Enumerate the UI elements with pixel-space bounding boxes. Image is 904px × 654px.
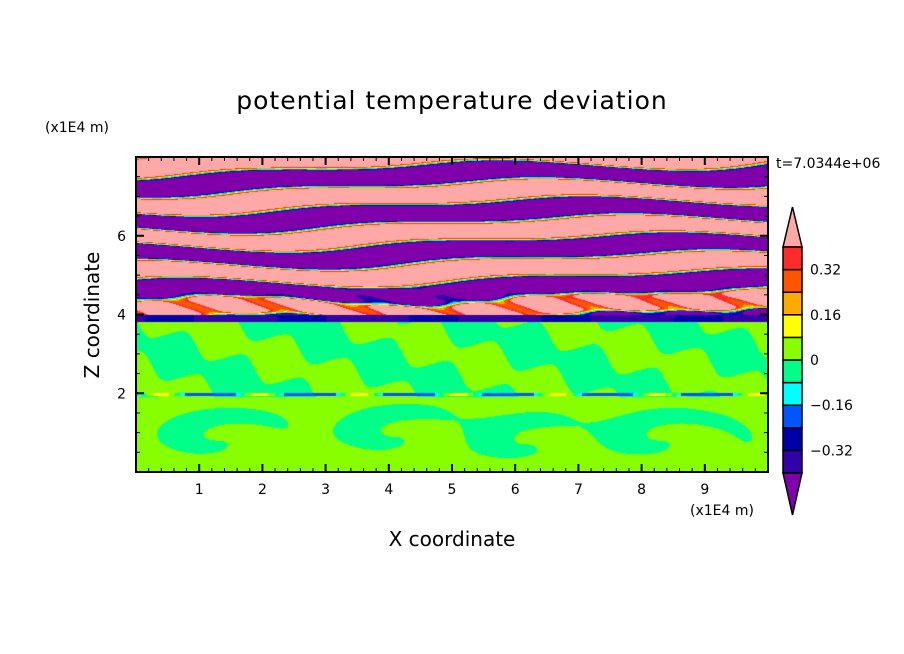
y-unit-label: (x1E4 m) — [45, 120, 109, 136]
time-label: t=7.0344e+06 — [776, 156, 881, 172]
y-tick-label: 6 — [117, 229, 126, 245]
colorbar-box — [782, 336, 803, 361]
x-tick-label: 5 — [448, 482, 457, 498]
x-tick-label: 7 — [574, 482, 583, 498]
colorbar-box — [782, 314, 803, 339]
contour-field — [136, 157, 768, 472]
colorbar-tick-label: −0.16 — [810, 398, 853, 414]
x-tick-label: 2 — [258, 482, 267, 498]
y-tick-label: 4 — [117, 308, 126, 324]
x-tick-label: 4 — [384, 482, 393, 498]
x-tick-label: 1 — [195, 482, 204, 498]
colorbar-box — [782, 427, 803, 452]
x-unit-label: (x1E4 m) — [690, 503, 754, 519]
chart-title: potential temperature deviation — [236, 86, 668, 115]
colorbar-box — [782, 359, 803, 384]
colorbar-tick-label: 0.32 — [810, 263, 841, 279]
colorbar-extend-max — [782, 206, 803, 248]
colorbar-box — [782, 268, 803, 293]
x-tick-label: 9 — [700, 482, 709, 498]
x-tick-label: 6 — [511, 482, 520, 498]
colorbar-box — [782, 381, 803, 406]
x-tick-label: 8 — [637, 482, 646, 498]
colorbar-box — [782, 404, 803, 429]
colorbar-tick-label: −0.32 — [810, 443, 853, 459]
colorbar-box — [782, 449, 803, 474]
colorbar-tick-label: 0.16 — [810, 308, 841, 324]
x-tick-label: 3 — [321, 482, 330, 498]
colorbar-box — [782, 291, 803, 316]
x-axis-label: X coordinate — [388, 527, 516, 551]
plot-frame — [135, 156, 769, 473]
colorbar-box — [782, 246, 803, 271]
colorbar-extend-min — [782, 472, 803, 516]
y-tick-label: 2 — [117, 386, 126, 402]
colorbar-tick-label: 0 — [810, 353, 819, 369]
